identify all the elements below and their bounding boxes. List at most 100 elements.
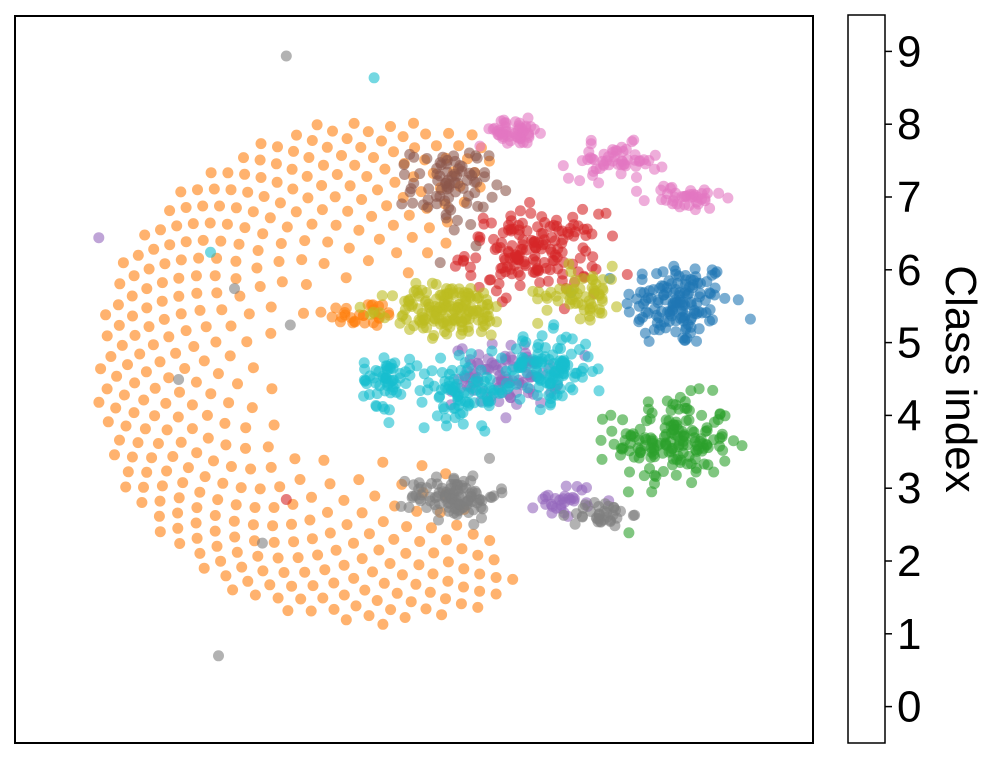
point-class-1 [164,239,176,251]
point-class-3 [544,264,556,276]
point-class-1 [252,245,264,256]
point-class-8 [413,314,425,326]
point-class-1 [153,510,165,522]
point-class-1 [211,287,223,299]
point-class-1 [319,564,331,576]
point-class-1 [299,235,311,247]
point-class-1 [273,256,285,267]
point-class-1 [349,159,361,171]
point-class-1 [170,347,182,359]
point-class-8 [491,316,502,328]
point-class-6 [593,177,605,189]
point-class-9 [387,374,399,386]
point-class-2 [669,429,681,441]
point-class-7 [484,452,495,464]
point-class-1 [324,527,336,539]
point-class-6 [505,126,517,138]
point-class-8 [441,319,453,331]
point-class-1 [369,490,381,502]
point-class-7 [395,500,407,512]
point-class-9 [459,357,471,369]
point-class-5 [465,219,477,230]
point-class-8 [441,328,453,340]
point-class-8 [459,300,471,312]
point-class-1 [455,598,467,610]
point-class-1 [212,368,224,380]
point-class-1 [175,186,187,198]
point-class-1 [338,494,350,506]
point-class-1 [400,547,412,559]
point-class-1 [350,600,362,612]
point-class-1 [363,528,375,540]
point-class-1 [366,210,378,222]
point-class-3 [506,240,518,252]
point-class-1 [330,302,342,314]
point-class-1 [298,307,309,319]
point-class-3 [485,217,497,229]
point-class-9 [520,336,532,348]
point-class-7 [488,490,500,502]
point-class-2 [641,415,653,427]
point-class-1 [316,180,328,191]
point-class-2 [714,440,725,452]
point-class-1 [100,309,112,321]
point-class-5 [500,185,512,197]
point-class-1 [311,119,323,131]
point-class-1 [200,321,212,333]
point-class-8 [561,283,572,295]
point-class-1 [420,603,432,615]
point-class-1 [467,528,479,540]
point-class-9 [511,378,522,390]
point-class-3 [548,219,560,231]
colorbar-label: Class index [936,265,985,492]
point-class-3 [510,250,522,262]
point-class-1 [403,209,415,221]
point-class-8 [387,290,398,302]
point-class-1 [367,566,378,578]
point-class-1 [428,547,440,559]
point-class-1 [359,584,371,596]
point-class-1 [242,575,254,587]
point-class-8 [465,283,477,294]
point-class-1 [344,180,356,192]
point-class-1 [141,283,153,295]
point-class-1 [466,129,478,141]
point-class-1 [247,362,259,374]
point-class-1 [312,549,324,561]
point-class-1 [318,159,329,171]
colorbar-tick-label-3: 3 [897,464,921,513]
point-class-1 [338,589,350,601]
point-class-1 [385,604,397,616]
point-class-7 [421,502,433,513]
point-class-7 [558,509,570,521]
point-class-2 [605,409,617,421]
point-class-1 [453,140,465,152]
point-class-1 [167,451,179,462]
colorbar-tick-label-7: 7 [897,173,921,222]
point-class-2 [663,446,675,458]
point-class-1 [436,609,448,621]
point-class-1 [252,550,264,562]
point-class-1 [440,237,452,249]
point-class-2 [657,466,669,477]
point-class-1 [304,514,316,526]
point-class-4 [542,489,554,501]
point-class-8 [490,301,502,313]
point-class-9 [501,383,513,395]
point-class-1 [95,363,107,375]
point-class-1 [272,592,284,604]
point-class-6 [576,155,588,167]
point-class-1 [474,585,486,597]
point-class-7 [413,483,425,495]
point-class-2 [681,458,693,470]
point-class-5 [486,191,498,203]
point-class-3 [577,203,589,215]
point-class-1 [249,589,261,601]
point-class-5 [398,159,410,171]
point-class-1 [202,432,214,444]
point-class-5 [448,224,460,236]
point-class-1 [330,544,342,556]
point-class-5 [408,151,420,163]
point-class-8 [597,274,609,286]
point-class-1 [225,461,237,472]
